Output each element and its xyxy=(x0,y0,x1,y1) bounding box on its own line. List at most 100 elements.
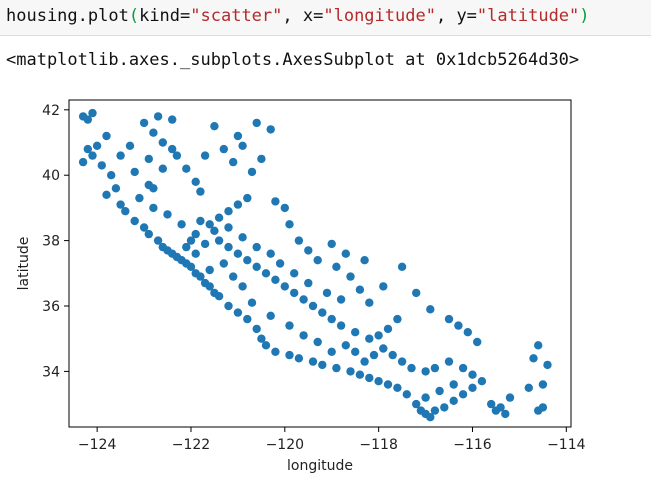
scatter-point xyxy=(149,203,158,213)
scatter-point xyxy=(214,213,224,222)
scatter-point xyxy=(257,154,266,164)
code-cell[interactable]: housing.plot(kind="scatter", x="longitud… xyxy=(0,0,651,36)
scatter-point xyxy=(186,236,196,245)
x-ticks: −124 −122 −120 −118 −116 −114 xyxy=(78,427,586,453)
scatter-point xyxy=(275,259,285,268)
scatter-point xyxy=(444,357,454,366)
cell-output-text: <matplotlib.axes._subplots.AxesSubplot a… xyxy=(6,50,580,70)
scatter-point xyxy=(327,314,336,324)
scatter-point xyxy=(360,256,369,265)
scatter-point xyxy=(327,239,336,249)
scatter-point xyxy=(186,262,196,271)
scatter-point xyxy=(219,259,228,268)
scatter-point xyxy=(538,380,548,389)
scatter-point xyxy=(313,337,322,347)
scatter-point xyxy=(191,177,200,186)
scatter-point xyxy=(426,305,435,314)
scatter-point xyxy=(341,249,350,258)
scatter-point xyxy=(97,161,107,170)
scatter-point xyxy=(233,200,243,209)
code-comma: , xyxy=(282,6,303,26)
scatter-point xyxy=(543,360,552,370)
scatter-point xyxy=(299,295,308,304)
scatter-point xyxy=(233,131,243,141)
scatter-point xyxy=(200,151,210,160)
scatter-point xyxy=(130,216,139,226)
scatter-point xyxy=(501,409,510,419)
scatter-point xyxy=(379,344,388,353)
scatter-point xyxy=(374,377,383,386)
scatter-point xyxy=(336,295,346,304)
scatter-point xyxy=(454,321,463,330)
scatter-point xyxy=(449,380,458,389)
scatter-point xyxy=(214,292,224,301)
x-axis-label: longitude xyxy=(287,458,353,474)
scatter-point xyxy=(88,151,97,160)
scatter-point xyxy=(224,207,233,216)
scatter-point xyxy=(473,337,482,347)
scatter-point xyxy=(266,125,275,134)
scatter-point xyxy=(78,157,88,167)
y-tick-label: 34 xyxy=(42,364,60,380)
scatter-point xyxy=(224,301,233,311)
axes-frame xyxy=(68,99,572,428)
scatter-point xyxy=(534,341,543,350)
code-open-paren: ( xyxy=(128,6,140,26)
code-x-value: "longitude" xyxy=(323,6,436,26)
scatter-point xyxy=(196,272,205,281)
scatter-point xyxy=(383,324,393,334)
scatter-point xyxy=(538,403,548,412)
scatter-point xyxy=(102,190,111,199)
scatter-point xyxy=(125,141,135,150)
scatter-point xyxy=(102,131,111,141)
scatter-point xyxy=(200,239,210,249)
code-close-paren: ) xyxy=(579,6,590,26)
scatter-point xyxy=(426,413,435,422)
scatter-point xyxy=(205,220,214,229)
scatter-plot: −124 −122 −120 −118 −116 −114 34 36 38 40 42 long… xyxy=(16,99,586,474)
scatter-point xyxy=(351,347,360,356)
code-y-value: "latitude" xyxy=(476,6,580,26)
scatter-point xyxy=(308,357,318,366)
scatter-point xyxy=(388,350,397,360)
scatter-point xyxy=(327,347,336,356)
code-kwarg-y: y= xyxy=(456,6,477,26)
scatter-point xyxy=(261,341,271,350)
scatter-point xyxy=(379,282,388,291)
scatter-point xyxy=(435,386,444,396)
scatter-point xyxy=(421,367,430,376)
scatter-point xyxy=(252,324,261,334)
scatter-point xyxy=(397,357,407,366)
scatter-point xyxy=(402,390,411,399)
scatter-point xyxy=(139,223,149,232)
scatter-point xyxy=(252,242,261,252)
scatter-point xyxy=(130,167,139,177)
scatter-point xyxy=(172,151,182,160)
scatter-point xyxy=(318,360,327,370)
scatter-point xyxy=(219,144,228,154)
y-tick-label: 38 xyxy=(42,234,60,250)
scatter-point xyxy=(529,354,538,363)
scatter-point xyxy=(430,406,440,415)
scatter-point xyxy=(243,256,252,265)
code-line[interactable]: housing.plot(kind="scatter", x="longitud… xyxy=(6,5,590,27)
scatter-point xyxy=(163,210,172,219)
scatter-point xyxy=(238,141,247,150)
scatter-point xyxy=(252,118,261,128)
points-layer xyxy=(78,108,552,422)
scatter-point xyxy=(336,321,346,330)
scatter-point xyxy=(266,249,275,258)
scatter-point xyxy=(196,216,205,226)
scatter-point xyxy=(285,321,294,330)
scatter-point xyxy=(393,314,402,324)
scatter-point xyxy=(421,393,430,402)
scatter-point xyxy=(107,171,116,180)
scatter-point xyxy=(393,383,402,392)
scatter-point xyxy=(158,138,167,147)
scatter-point xyxy=(341,341,350,350)
scatter-point xyxy=(374,331,383,340)
scatter-point xyxy=(351,328,360,337)
scatter-point xyxy=(205,265,214,275)
scatter-point xyxy=(144,154,153,164)
scatter-point xyxy=(243,193,252,203)
